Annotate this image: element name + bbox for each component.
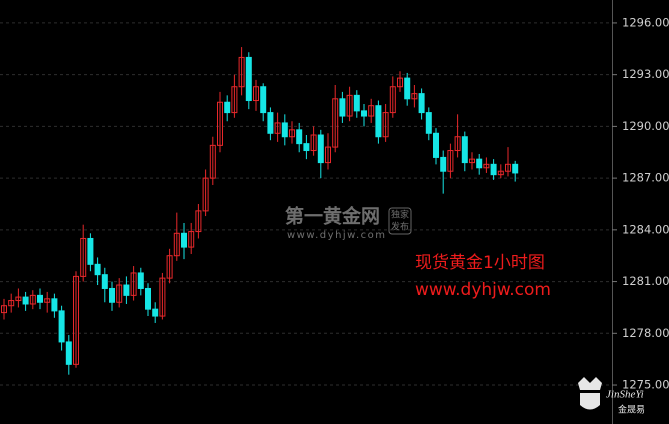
logo-crown — [578, 377, 602, 390]
candle-body — [411, 93, 418, 100]
candle-body — [346, 94, 353, 117]
candle-body — [339, 98, 346, 117]
candle-body — [130, 272, 137, 296]
candle-body — [101, 274, 108, 289]
candle-body — [310, 134, 317, 152]
y-tick-label: 1290.00 — [622, 119, 669, 133]
candle-body — [209, 144, 216, 179]
candle-body — [8, 300, 15, 307]
candle-body — [109, 287, 115, 303]
logo-chinese: 金晟易 — [618, 404, 645, 416]
y-tick-label: 1275.00 — [622, 378, 669, 392]
watermark-url: www.dyhjw.com — [287, 230, 386, 241]
candle-body — [123, 284, 130, 296]
candle-body — [483, 163, 490, 169]
candle-body — [440, 156, 447, 172]
candle-body — [253, 86, 259, 102]
watermark-badge — [388, 207, 412, 235]
candle-body — [29, 294, 36, 305]
candle-body — [274, 122, 281, 134]
candle-body — [195, 210, 202, 233]
candle-body — [65, 341, 72, 365]
candle-body — [281, 122, 288, 138]
candle-body — [296, 129, 303, 145]
candle-body — [245, 56, 252, 102]
candle-body — [145, 287, 151, 310]
candle-body — [490, 163, 497, 176]
candle-body — [137, 272, 144, 289]
candle-body — [217, 101, 223, 146]
candle-body — [260, 86, 267, 114]
candle-body — [173, 232, 180, 257]
y-tick-label: 1284.00 — [622, 222, 669, 236]
y-tick-label: 1293.00 — [622, 67, 669, 81]
candle-body — [116, 284, 123, 303]
candle-body — [469, 158, 475, 164]
candle-body — [404, 77, 411, 100]
candle-body — [389, 86, 396, 114]
y-tick-label: 1278.00 — [622, 326, 669, 340]
y-tick-label: 1296.00 — [622, 15, 669, 29]
logo-shield — [580, 393, 600, 410]
candle-body — [202, 177, 209, 212]
y-tick-label: 1281.00 — [622, 274, 669, 288]
candle-body — [238, 56, 245, 88]
candle-body — [361, 110, 367, 117]
candle-body — [231, 86, 238, 114]
candle-body — [375, 105, 382, 138]
candle-body — [512, 163, 519, 174]
caption-url: www.dyhjw.com — [415, 280, 551, 300]
candle-body — [397, 77, 403, 88]
candle-body — [433, 132, 439, 158]
candle-body — [418, 93, 425, 114]
candle-body — [425, 112, 432, 134]
candle-body — [497, 170, 504, 176]
watermark-site-name: 第一黄金网 — [285, 205, 380, 228]
candle-body — [353, 94, 360, 112]
candle-body — [1, 305, 7, 314]
candle-body — [44, 298, 51, 303]
candle-body — [51, 298, 58, 312]
candle-body — [73, 275, 79, 365]
candle-body — [476, 158, 483, 169]
candle-body — [166, 255, 173, 279]
candle-body — [22, 296, 29, 305]
candle-body — [325, 146, 331, 164]
candle-body — [454, 136, 461, 152]
candle-body — [289, 129, 295, 138]
caption-title: 现货黄金1小时图 — [415, 253, 545, 273]
candle-body — [94, 263, 101, 276]
candle-body — [188, 231, 195, 248]
candles — [1, 47, 519, 375]
candle-body — [447, 150, 454, 172]
grid: 1275.00 1278.00 1281.00 1284.00 1287.00 1290.… — [0, 15, 669, 392]
candle-body — [303, 143, 310, 152]
candle-body — [317, 134, 324, 164]
candle-body — [332, 98, 339, 148]
candle-body — [15, 296, 22, 302]
watermark-badge-text: 发布 — [391, 221, 409, 233]
logo: JinSheYi 金晟易 — [578, 377, 645, 416]
watermark: 第一黄金网 独家 发布 www.dyhjw.com — [285, 205, 412, 241]
candle-body — [505, 163, 511, 172]
candle-body — [80, 237, 87, 277]
candle-body — [461, 136, 468, 164]
candle-body — [224, 101, 231, 114]
candle-body — [181, 232, 187, 248]
logo-name: JinSheYi — [606, 389, 644, 401]
candle-body — [58, 310, 65, 343]
candle-body — [368, 105, 375, 117]
candle-body — [37, 294, 43, 303]
candle-body — [159, 277, 166, 317]
candle-body — [87, 237, 94, 265]
candle-body — [152, 308, 159, 317]
candle-body — [267, 112, 274, 134]
watermark-badge-text: 独家 — [391, 209, 409, 221]
y-tick-label: 1287.00 — [622, 171, 669, 185]
candle-body — [382, 112, 389, 138]
